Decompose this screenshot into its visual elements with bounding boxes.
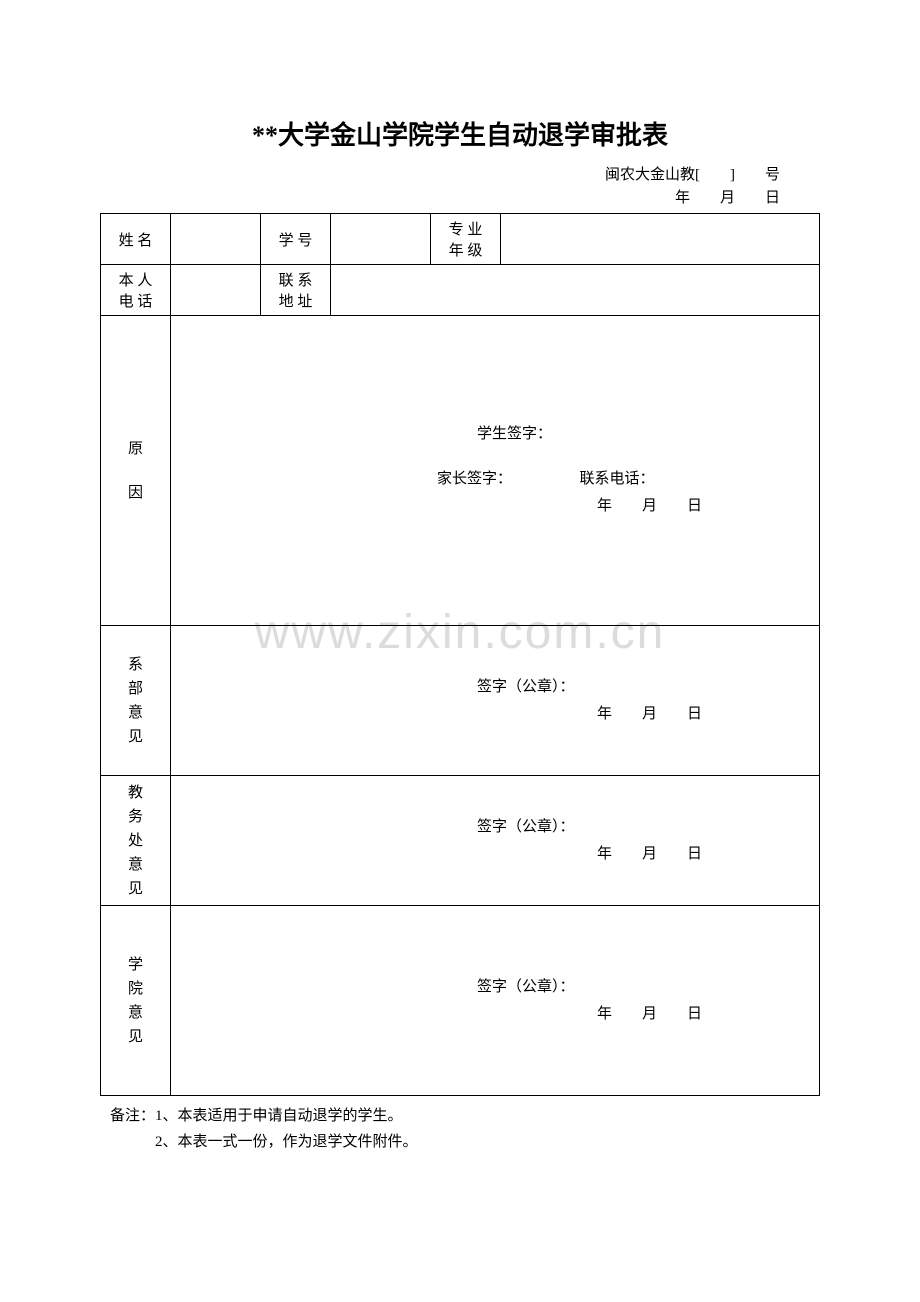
row-college: 学 院 意 见 签字（公章）： 年 月 日 <box>101 906 820 1096</box>
doc-ref: 闽农大金山教[ ] 号 <box>100 164 780 187</box>
label-address: 联 系 地 址 <box>261 265 331 316</box>
notes: 备注：1、本表适用于申请自动退学的学生。 2、本表一式一份，作为退学文件附件。 <box>100 1104 820 1155</box>
row-contact: 本 人 电 话 联 系 地 址 <box>101 265 820 316</box>
label-name: 姓 名 <box>101 214 171 265</box>
field-name[interactable] <box>171 214 261 265</box>
note-2: 2、本表一式一份，作为退学文件附件。 <box>110 1130 820 1156</box>
field-reason[interactable]: 学生签字： 家长签字： 联系电话： 年 月 日 <box>171 316 820 626</box>
approval-form: 姓 名 学 号 专 业 年 级 本 人 电 话 联 系 地 址 <box>100 213 820 1096</box>
row-department: 系 部 意 见 签字（公章）： 年 月 日 <box>101 626 820 776</box>
label-major-year: 专 业 年 级 <box>431 214 501 265</box>
dept-date: 年 月 日 <box>477 701 813 728</box>
field-student-id[interactable] <box>331 214 431 265</box>
college-stamp-label: 签字（公章）： <box>477 974 813 1001</box>
student-signature-label: 学生签字： <box>477 421 813 448</box>
label-college: 学 院 意 见 <box>101 906 171 1096</box>
parent-date: 年 月 日 <box>477 493 813 520</box>
college-date: 年 月 日 <box>477 1001 813 1028</box>
label-reason: 原 因 <box>101 316 171 626</box>
field-address[interactable] <box>331 265 820 316</box>
row-basic-info: 姓 名 学 号 专 业 年 级 <box>101 214 820 265</box>
header-date: 年 月 日 <box>100 187 780 210</box>
field-phone[interactable] <box>171 265 261 316</box>
edu-stamp-label: 签字（公章）： <box>477 814 813 841</box>
field-department[interactable]: 签字（公章）： 年 月 日 <box>171 626 820 776</box>
row-education-office: 教 务 处 意 见 签字（公章）： 年 月 日 <box>101 776 820 906</box>
label-education: 教 务 处 意 见 <box>101 776 171 906</box>
row-reason: 原 因 学生签字： 家长签字： 联系电话： 年 月 日 <box>101 316 820 626</box>
parent-signature-label: 家长签字： 联系电话： <box>437 466 813 493</box>
label-department: 系 部 意 见 <box>101 626 171 776</box>
label-phone: 本 人 电 话 <box>101 265 171 316</box>
field-major-year[interactable] <box>501 214 820 265</box>
edu-date: 年 月 日 <box>477 841 813 868</box>
field-education[interactable]: 签字（公章）： 年 月 日 <box>171 776 820 906</box>
dept-stamp-label: 签字（公章）： <box>477 674 813 701</box>
page-title: **大学金山学院学生自动退学审批表 <box>100 115 820 152</box>
field-college[interactable]: 签字（公章）： 年 月 日 <box>171 906 820 1096</box>
note-1: 备注：1、本表适用于申请自动退学的学生。 <box>110 1104 820 1130</box>
label-student-id: 学 号 <box>261 214 331 265</box>
